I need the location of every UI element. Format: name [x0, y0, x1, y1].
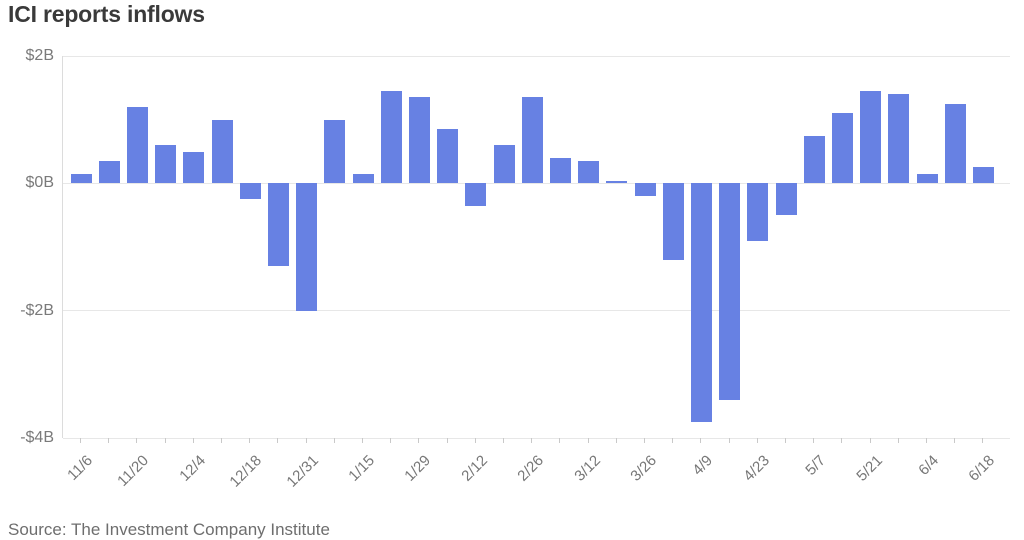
- x-axis-tick: [446, 438, 448, 443]
- x-axis-tick: [108, 438, 110, 443]
- x-axis-tick: [531, 438, 533, 443]
- gridline: [63, 55, 1010, 57]
- x-axis-label: 5/21: [852, 452, 886, 485]
- bar: [267, 183, 289, 267]
- bar: [690, 183, 712, 423]
- x-axis-tick: [644, 438, 645, 443]
- bar: [239, 183, 261, 200]
- x-axis-tick: [362, 438, 363, 443]
- x-axis-tick: [559, 438, 561, 443]
- bar: [578, 161, 600, 184]
- bar: [803, 135, 825, 184]
- source-note: Source: The Investment Company Institute: [8, 520, 330, 539]
- bar: [775, 183, 797, 216]
- y-axis: $2B $0B -$2B -$4B: [0, 47, 54, 446]
- plot-area: [62, 55, 1010, 439]
- x-axis-label: 6/4: [915, 452, 943, 479]
- x-axis-label: 1/15: [345, 452, 379, 485]
- bar: [888, 94, 910, 184]
- x-axis-tick: [80, 438, 81, 443]
- x-axis-tick: [474, 438, 476, 443]
- x-axis-tick: [982, 438, 984, 443]
- x-axis-tick: [503, 438, 504, 443]
- gridline: [63, 437, 1010, 439]
- x-axis-label: 11/6: [64, 452, 97, 484]
- bar: [183, 151, 205, 184]
- bar: [465, 183, 487, 206]
- bar: [521, 97, 543, 184]
- x-axis-tick: [897, 438, 899, 443]
- x-axis-tick: [192, 438, 194, 443]
- bar: [98, 161, 120, 184]
- x-axis-tick: [615, 438, 617, 443]
- gridline: [63, 182, 1010, 184]
- x-axis-label: 4/9: [689, 452, 717, 479]
- x-axis-tick: [418, 438, 420, 443]
- x-axis-tick: [813, 438, 815, 443]
- x-axis-tick: [221, 438, 222, 443]
- x-axis-label: 12/4: [176, 452, 209, 485]
- bar: [634, 183, 656, 197]
- x-axis-tick: [926, 438, 927, 443]
- x-axis-tick: [785, 438, 786, 443]
- x-axis-label: 5/7: [802, 452, 830, 479]
- bar: [662, 183, 684, 260]
- bar: [408, 97, 430, 184]
- x-axis-label: 12/31: [283, 452, 322, 491]
- x-axis-tick: [756, 438, 758, 443]
- x-axis-label: 12/18: [226, 452, 266, 491]
- bar: [211, 119, 233, 184]
- x-axis-tick: [587, 438, 589, 443]
- bar: [972, 167, 994, 184]
- x-axis-label: 6/18: [965, 452, 999, 485]
- x-axis-tick: [869, 438, 871, 443]
- y-axis-label: -$4B: [20, 429, 54, 446]
- bar: [296, 183, 318, 311]
- y-axis-label: $2B: [25, 47, 54, 64]
- bar: [549, 157, 571, 184]
- y-axis-label: -$2B: [20, 301, 54, 319]
- bar: [860, 91, 882, 184]
- x-axis-tick: [700, 438, 702, 443]
- x-axis-label: 11/20: [114, 452, 153, 490]
- x-axis-tick: [728, 438, 730, 443]
- x-axis-tick: [277, 438, 279, 443]
- x-axis-tick: [249, 438, 251, 443]
- x-axis-tick: [954, 438, 956, 443]
- x-axis-tick: [305, 438, 307, 443]
- x-axis-tick: [164, 438, 166, 443]
- bar: [437, 129, 459, 184]
- x-axis-tick: [333, 438, 335, 443]
- x-axis-tick: [390, 438, 392, 443]
- x-axis-label: 3/26: [627, 452, 661, 485]
- x-axis-label: 2/26: [514, 452, 548, 485]
- x-axis-label: 1/29: [401, 452, 435, 485]
- bar: [324, 119, 346, 184]
- bar: [719, 183, 741, 400]
- bar: [944, 103, 966, 184]
- x-axis-label: 2/12: [458, 452, 491, 485]
- bar: [126, 106, 148, 184]
- x-axis-label: 3/12: [570, 452, 604, 485]
- bar: [70, 173, 92, 184]
- bar: [606, 181, 628, 184]
- bar: [493, 145, 515, 184]
- x-axis: 11/6 11/20 12/4 12/18 12/31 1/15 1/29 2/12 2/26 3…: [62, 438, 1010, 513]
- chart-title: ICI reports inflows: [8, 1, 205, 27]
- bar: [916, 173, 938, 184]
- bar: [747, 183, 769, 241]
- x-axis-tick: [672, 438, 674, 443]
- bar: [352, 173, 374, 184]
- y-axis-label: $0B: [25, 174, 54, 192]
- bar: [155, 145, 177, 184]
- x-axis-tick: [841, 438, 843, 443]
- gridline: [63, 310, 1010, 312]
- x-axis-label: 4/23: [740, 452, 773, 485]
- bar: [831, 113, 853, 184]
- bar: [380, 91, 402, 184]
- x-axis-tick: [136, 438, 138, 443]
